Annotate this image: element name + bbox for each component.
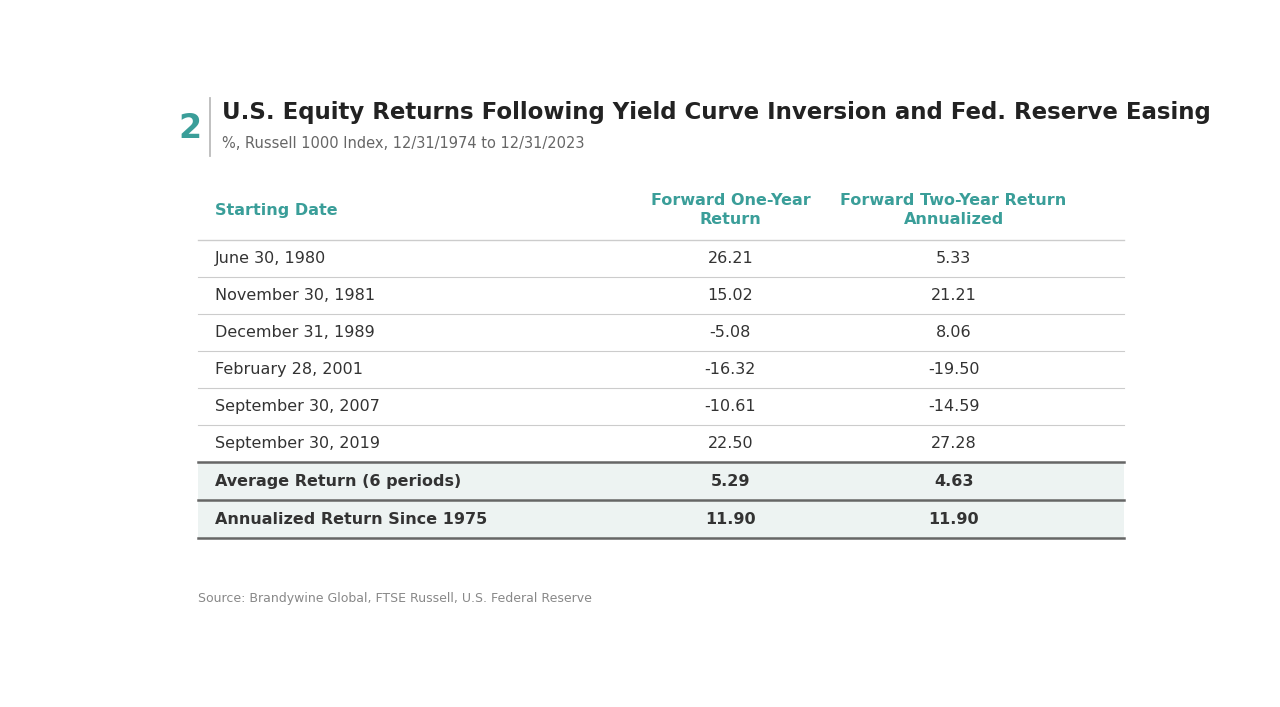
Text: 21.21: 21.21: [931, 288, 977, 303]
Text: September 30, 2019: September 30, 2019: [215, 436, 380, 451]
Text: -19.50: -19.50: [928, 362, 979, 377]
Text: 11.90: 11.90: [928, 512, 979, 527]
Text: Annualized Return Since 1975: Annualized Return Since 1975: [215, 512, 486, 527]
Text: -10.61: -10.61: [704, 399, 756, 414]
Text: U.S. Equity Returns Following Yield Curve Inversion and Fed. Reserve Easing: U.S. Equity Returns Following Yield Curv…: [221, 100, 1211, 124]
Text: 5.29: 5.29: [710, 474, 750, 489]
Text: 2: 2: [178, 112, 201, 145]
Text: 8.06: 8.06: [936, 325, 972, 340]
Text: Starting Date: Starting Date: [215, 202, 337, 218]
Text: June 30, 1980: June 30, 1980: [215, 251, 326, 266]
Text: 27.28: 27.28: [931, 436, 977, 451]
FancyBboxPatch shape: [197, 501, 1124, 538]
Text: 11.90: 11.90: [705, 512, 755, 527]
Text: 26.21: 26.21: [708, 251, 753, 266]
Text: Forward One-Year
Return: Forward One-Year Return: [650, 192, 810, 228]
Text: February 28, 2001: February 28, 2001: [215, 362, 362, 377]
Text: -16.32: -16.32: [705, 362, 756, 377]
Text: 22.50: 22.50: [708, 436, 753, 451]
Text: September 30, 2007: September 30, 2007: [215, 399, 379, 414]
Text: -5.08: -5.08: [709, 325, 751, 340]
Text: %, Russell 1000 Index, 12/31/1974 to 12/31/2023: %, Russell 1000 Index, 12/31/1974 to 12/…: [221, 136, 584, 151]
Text: 4.63: 4.63: [934, 474, 973, 489]
Text: 15.02: 15.02: [708, 288, 753, 303]
Text: Average Return (6 periods): Average Return (6 periods): [215, 474, 461, 489]
Text: Forward Two-Year Return
Annualized: Forward Two-Year Return Annualized: [841, 192, 1066, 228]
Text: -14.59: -14.59: [928, 399, 979, 414]
Text: 5.33: 5.33: [936, 251, 972, 266]
FancyBboxPatch shape: [197, 462, 1124, 501]
Text: Source: Brandywine Global, FTSE Russell, U.S. Federal Reserve: Source: Brandywine Global, FTSE Russell,…: [197, 592, 591, 604]
Text: December 31, 1989: December 31, 1989: [215, 325, 374, 340]
Text: November 30, 1981: November 30, 1981: [215, 288, 375, 303]
